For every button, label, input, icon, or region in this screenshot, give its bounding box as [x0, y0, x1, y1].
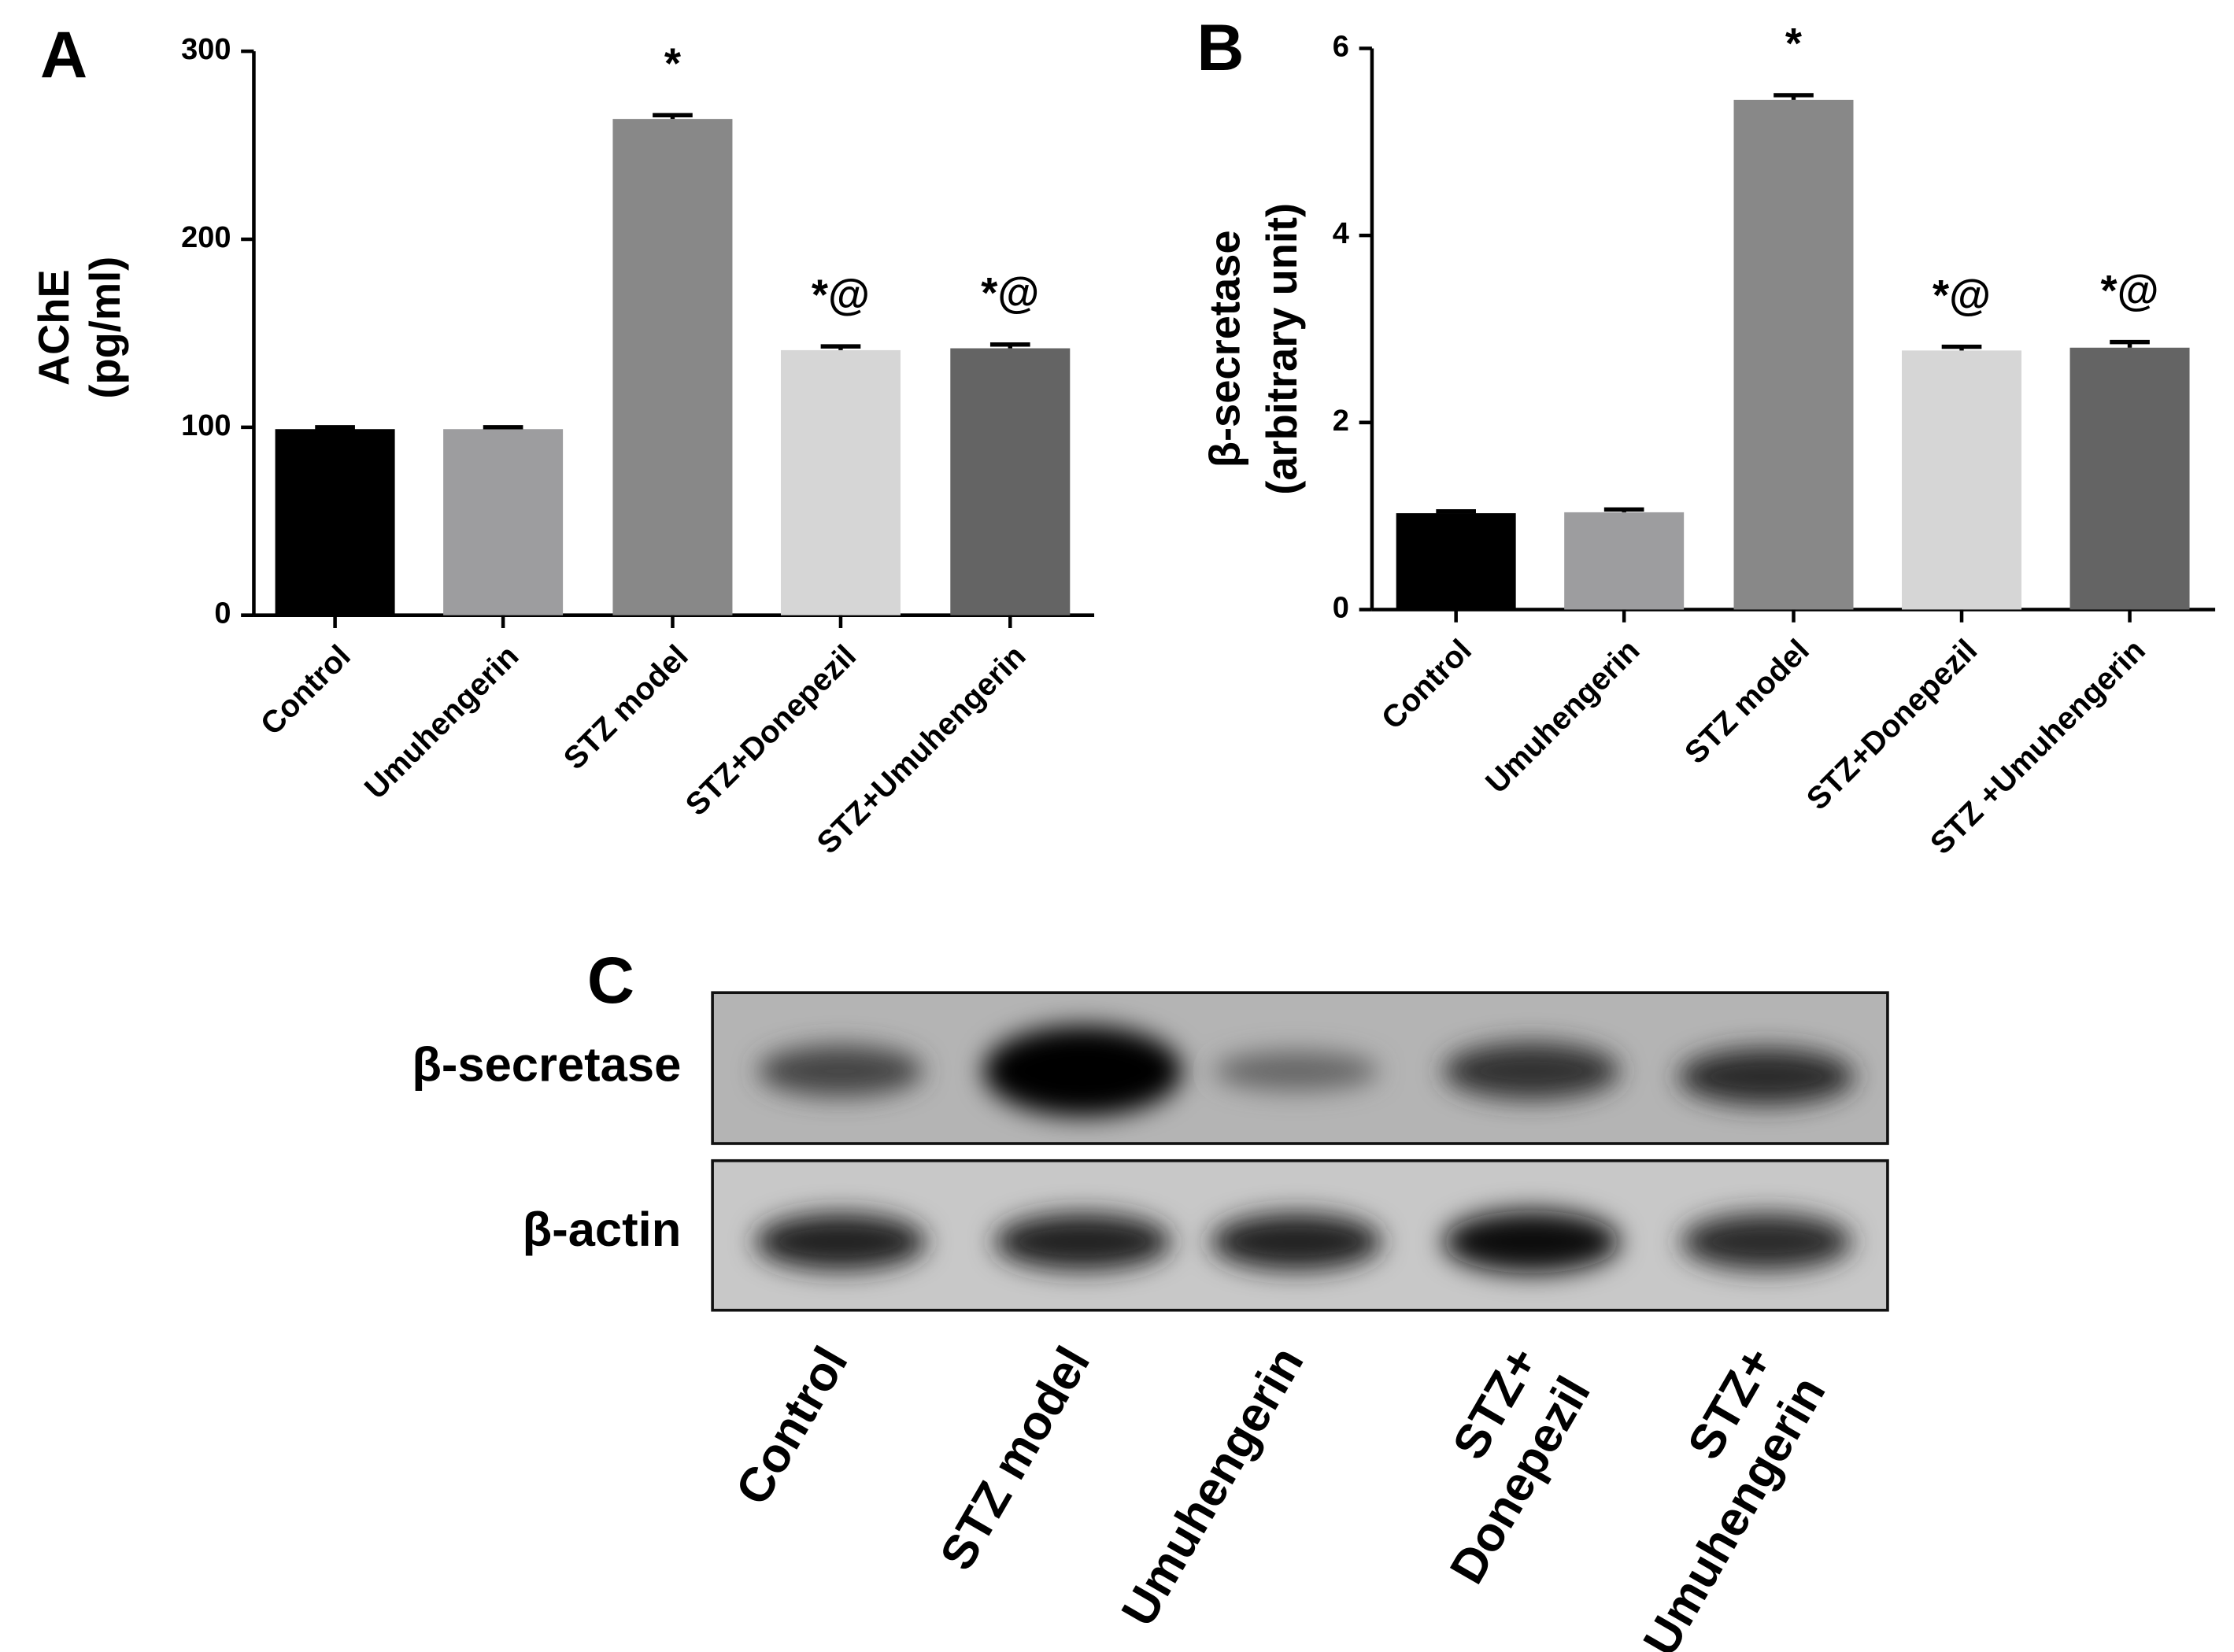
blot-bands: [755, 1025, 1855, 1273]
x-tick-label: STZ+Donepezil: [679, 638, 864, 822]
y-axis-title: AChE: [30, 269, 78, 386]
x-tick-label: STZ+Donepezil: [1800, 633, 1984, 817]
bar: [1902, 350, 2022, 610]
y-tick-label: 0: [214, 597, 231, 630]
y-tick-label: 6: [1333, 31, 1349, 64]
bar: [950, 348, 1071, 615]
error-bar: [653, 113, 693, 120]
y-axis-title: (arbitrary unit): [1258, 203, 1306, 495]
x-tick-label: Umuhengerin: [1479, 633, 1646, 800]
x-tick-label: Control: [254, 638, 357, 741]
lane-label: Control: [725, 1338, 858, 1514]
panel-label: B: [1197, 11, 1244, 84]
significance-label: *: [1785, 20, 1803, 68]
error-bar: [1603, 507, 1644, 512]
bar: [1396, 513, 1516, 610]
error-bar: [820, 344, 861, 350]
significance-label: *@: [981, 269, 1039, 317]
y-tick-label: 300: [181, 33, 231, 66]
y-axis-title: β-secretase: [1200, 231, 1248, 468]
y-tick-label: 2: [1333, 405, 1349, 438]
error-bar: [1436, 508, 1476, 514]
error-bar: [989, 342, 1030, 349]
bar: [2069, 347, 2190, 610]
y-tick-label: 100: [181, 409, 231, 442]
error-bar: [483, 425, 523, 430]
error-bar: [2110, 339, 2150, 348]
significance-label: *: [664, 39, 682, 87]
lane-label: Umuhengerin: [1111, 1338, 1315, 1635]
significance-label: *@: [2101, 266, 2159, 314]
panel-label: C: [587, 944, 634, 1017]
bar: [1733, 99, 1854, 610]
x-tick-label: Control: [1375, 633, 1478, 736]
error-bar: [1774, 93, 1814, 100]
bar: [612, 119, 733, 615]
bar: [1564, 512, 1685, 610]
error-bar: [315, 425, 355, 430]
bar: [443, 429, 564, 615]
x-tick-label: STZ model: [557, 638, 695, 776]
error-bar: [1941, 344, 1982, 351]
x-tick-label: Umuhengerin: [358, 638, 525, 805]
y-tick-label: 4: [1333, 217, 1349, 250]
significance-label: *@: [812, 271, 870, 319]
lane-label: STZ model: [930, 1338, 1100, 1580]
bar: [275, 429, 395, 615]
panel-label: A: [40, 18, 87, 91]
significance-label: *@: [1933, 271, 1991, 319]
blot-row-label: β-actin: [523, 1203, 682, 1257]
y-tick-label: 200: [181, 221, 231, 254]
y-axis-title: (pg/ml): [81, 257, 129, 399]
x-tick-label: STZ model: [1678, 633, 1816, 771]
blot-row-label: β-secretase: [412, 1037, 681, 1092]
bar: [780, 349, 901, 615]
y-tick-label: 0: [1333, 591, 1349, 624]
